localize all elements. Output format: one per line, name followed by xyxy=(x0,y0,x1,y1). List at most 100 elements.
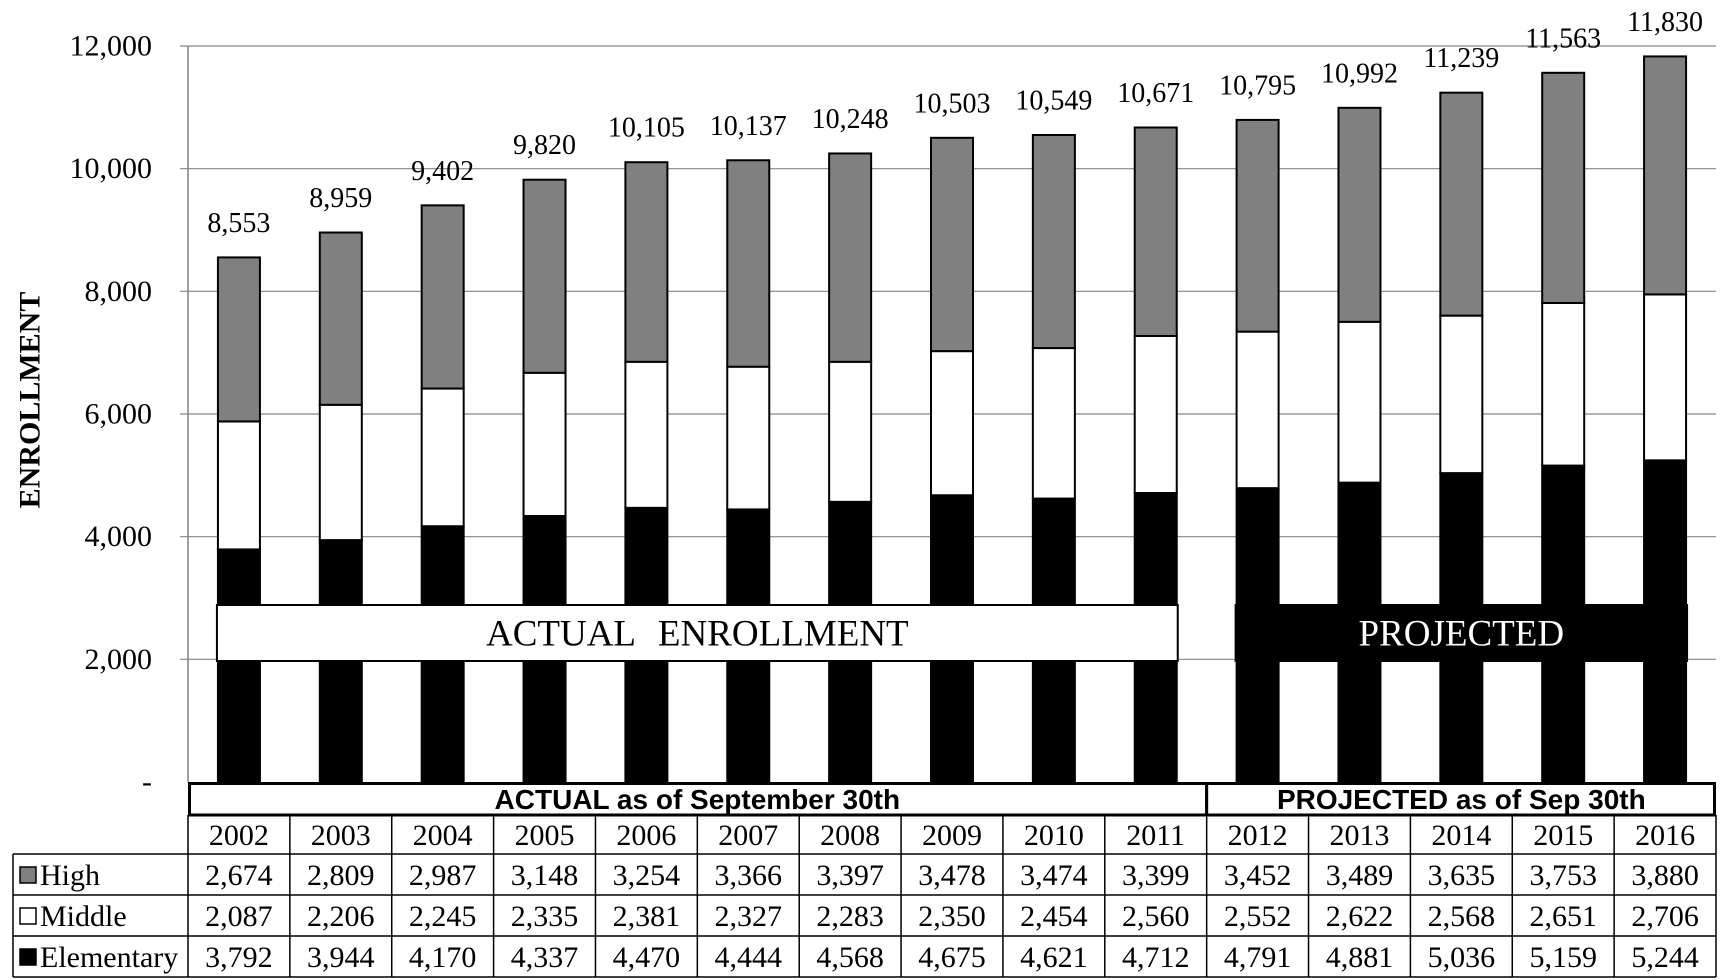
total-label-2007: 10,137 xyxy=(710,111,787,142)
banner-box-actual-enrollment xyxy=(215,604,1179,662)
total-label-2016: 11,830 xyxy=(1627,7,1703,38)
data-table: ACTUAL as of September 30th PROJECTED as … xyxy=(12,782,1717,978)
bar-high-2012 xyxy=(1235,118,1280,333)
bar-high-2011 xyxy=(1133,126,1178,337)
total-label-2015: 11,563 xyxy=(1525,23,1601,54)
table-cell-elementary-2005: 4,337 xyxy=(511,941,579,974)
table-cell-middle-2009: 2,350 xyxy=(918,900,986,933)
table-cell-middle-2005: 2,335 xyxy=(511,900,579,933)
bar-high-2010 xyxy=(1031,133,1076,350)
table-cell-middle-2003: 2,206 xyxy=(307,900,375,933)
total-label-2013: 10,992 xyxy=(1321,58,1398,89)
banner-actual-enrollment: ACTUAL ENROLLMENT xyxy=(215,604,1179,662)
table-year-2007: 2007 xyxy=(718,819,778,852)
bar-middle-2008 xyxy=(828,360,873,503)
table-cell-elementary-2016: 5,244 xyxy=(1631,941,1699,974)
table-cell-high-2005: 3,148 xyxy=(511,859,579,892)
bar-middle-2009 xyxy=(930,350,974,497)
table-cell-middle-2007: 2,327 xyxy=(715,900,783,933)
total-label-2003: 8,959 xyxy=(309,183,372,214)
total-label-2008: 10,248 xyxy=(812,104,889,135)
y-tick-label-0: - xyxy=(142,766,152,799)
table-cell-middle-2014: 2,568 xyxy=(1428,900,1496,933)
total-label-2010: 10,549 xyxy=(1015,85,1092,116)
legend-label-middle: Middle xyxy=(40,900,127,933)
table-cell-high-2012: 3,452 xyxy=(1224,859,1292,892)
legend-swatch-high xyxy=(19,866,37,884)
total-label-2004: 9,402 xyxy=(411,156,474,187)
bar-middle-2004 xyxy=(420,387,465,528)
bar-middle-2003 xyxy=(318,403,363,542)
table-cell-middle-2016: 2,706 xyxy=(1631,900,1699,933)
banner-label-projected: PROJECTED xyxy=(1359,614,1565,655)
bar-middle-2010 xyxy=(1031,347,1076,500)
table-cell-high-2013: 3,489 xyxy=(1326,859,1394,892)
table-cell-middle-2012: 2,552 xyxy=(1224,900,1292,933)
table-year-2006: 2006 xyxy=(616,819,676,852)
period-banners: ACTUAL ENROLLMENT PROJECTED xyxy=(215,604,1689,662)
table-cell-high-2003: 2,809 xyxy=(307,859,375,892)
bar-middle-2013 xyxy=(1337,320,1382,484)
table-cell-high-2010: 3,474 xyxy=(1020,859,1088,892)
table-group-header-projected-as-of-sep-30th xyxy=(1205,782,1716,817)
y-tick-labels: - 2,000 4,000 6,000 8,000 10,000 12,000 xyxy=(70,30,153,799)
table-cell-elementary-2004: 4,170 xyxy=(409,941,477,974)
y-tick-label-10000: 10,000 xyxy=(70,152,153,185)
table-cell-elementary-2010: 4,621 xyxy=(1020,941,1088,974)
bar-middle-2011 xyxy=(1133,334,1178,494)
table-cell-middle-2008: 2,283 xyxy=(816,900,884,933)
bar-elementary-2002 xyxy=(216,548,261,784)
bar-high-2008 xyxy=(828,152,873,363)
table-cell-elementary-2011: 4,712 xyxy=(1122,941,1190,974)
bar-middle-2005 xyxy=(522,371,567,517)
bar-high-2009 xyxy=(930,136,974,353)
table-year-2003: 2003 xyxy=(311,819,371,852)
legend-label-elementary: Elementary xyxy=(40,941,178,974)
table-cell-high-2002: 2,674 xyxy=(205,859,273,892)
bar-middle-2012 xyxy=(1235,330,1280,490)
bar-high-2005 xyxy=(522,178,567,374)
table-year-2009: 2009 xyxy=(922,819,982,852)
y-axis-label: ENROLLMENT xyxy=(14,292,47,509)
table-cell-elementary-2009: 4,675 xyxy=(918,941,986,974)
table-cell-elementary-2003: 3,944 xyxy=(307,941,375,974)
table-year-2002: 2002 xyxy=(209,819,269,852)
table-year-2005: 2005 xyxy=(515,819,575,852)
total-label-2009: 10,503 xyxy=(914,88,991,119)
bar-high-2016 xyxy=(1643,55,1688,296)
table-cell-elementary-2007: 4,444 xyxy=(715,941,783,974)
table-cell-high-2004: 2,987 xyxy=(409,859,477,892)
table-cell-middle-2011: 2,560 xyxy=(1122,900,1190,933)
table-cell-middle-2002: 2,087 xyxy=(205,900,273,933)
table-cell-high-2006: 3,254 xyxy=(613,859,681,892)
bar-high-2007 xyxy=(726,159,771,368)
bar-middle-2007 xyxy=(726,365,771,511)
table-cell-elementary-2015: 5,159 xyxy=(1529,941,1597,974)
bar-high-2014 xyxy=(1439,91,1484,317)
bar-middle-2015 xyxy=(1541,301,1586,467)
y-tick-label-2000: 2,000 xyxy=(85,643,153,676)
y-tick-label-8000: 8,000 xyxy=(85,275,153,308)
total-label-2005: 9,820 xyxy=(513,130,576,161)
total-label-2002: 8,553 xyxy=(207,208,270,239)
table-cell-high-2009: 3,478 xyxy=(918,859,986,892)
table-cell-high-2011: 3,399 xyxy=(1122,859,1190,892)
table-year-2013: 2013 xyxy=(1329,819,1389,852)
legend-swatch-elementary xyxy=(19,948,37,966)
total-label-2012: 10,795 xyxy=(1219,70,1296,101)
table-year-2010: 2010 xyxy=(1024,819,1084,852)
bar-middle-2006 xyxy=(624,360,669,509)
table-cell-middle-2013: 2,622 xyxy=(1326,900,1394,933)
table-cell-elementary-2008: 4,568 xyxy=(816,941,884,974)
legend-swatch-middle xyxy=(19,907,37,925)
bar-high-2015 xyxy=(1541,71,1586,304)
table-cell-high-2007: 3,366 xyxy=(715,859,783,892)
table-cell-elementary-2002: 3,792 xyxy=(205,941,273,974)
table-year-2004: 2004 xyxy=(413,819,473,852)
table-year-2015: 2015 xyxy=(1533,819,1593,852)
table-year-2011: 2011 xyxy=(1126,819,1185,852)
bar-middle-2016 xyxy=(1643,293,1688,462)
total-label-2014: 11,239 xyxy=(1423,43,1499,74)
table-year-2008: 2008 xyxy=(820,819,880,852)
